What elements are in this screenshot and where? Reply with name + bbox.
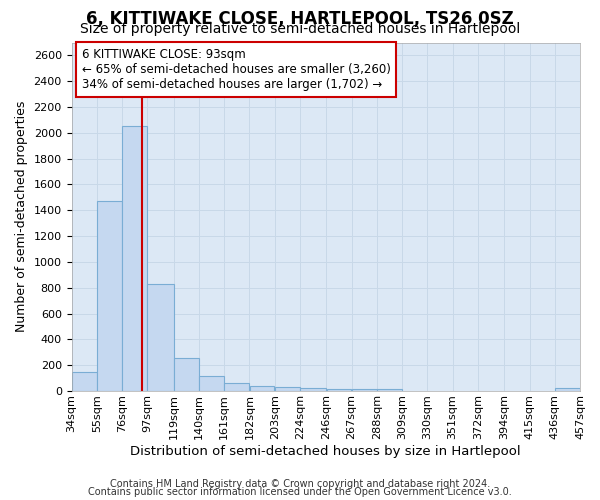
- Bar: [377, 390, 402, 391]
- Bar: [97, 202, 122, 391]
- Bar: [199, 376, 224, 391]
- Bar: [72, 372, 97, 391]
- Bar: [122, 126, 147, 391]
- X-axis label: Distribution of semi-detached houses by size in Hartlepool: Distribution of semi-detached houses by …: [130, 444, 521, 458]
- Bar: [300, 388, 326, 391]
- Bar: [224, 382, 249, 391]
- Text: Contains public sector information licensed under the Open Government Licence v3: Contains public sector information licen…: [88, 487, 512, 497]
- Bar: [326, 388, 352, 391]
- Text: Size of property relative to semi-detached houses in Hartlepool: Size of property relative to semi-detach…: [80, 22, 520, 36]
- Text: 6, KITTIWAKE CLOSE, HARTLEPOOL, TS26 0SZ: 6, KITTIWAKE CLOSE, HARTLEPOOL, TS26 0SZ: [86, 10, 514, 28]
- Bar: [352, 389, 377, 391]
- Text: Contains HM Land Registry data © Crown copyright and database right 2024.: Contains HM Land Registry data © Crown c…: [110, 479, 490, 489]
- Bar: [555, 388, 580, 391]
- Bar: [148, 284, 173, 391]
- Bar: [174, 358, 199, 391]
- Bar: [275, 387, 300, 391]
- Y-axis label: Number of semi-detached properties: Number of semi-detached properties: [15, 101, 28, 332]
- Bar: [250, 386, 274, 391]
- Text: 6 KITTIWAKE CLOSE: 93sqm
← 65% of semi-detached houses are smaller (3,260)
34% o: 6 KITTIWAKE CLOSE: 93sqm ← 65% of semi-d…: [82, 48, 391, 90]
